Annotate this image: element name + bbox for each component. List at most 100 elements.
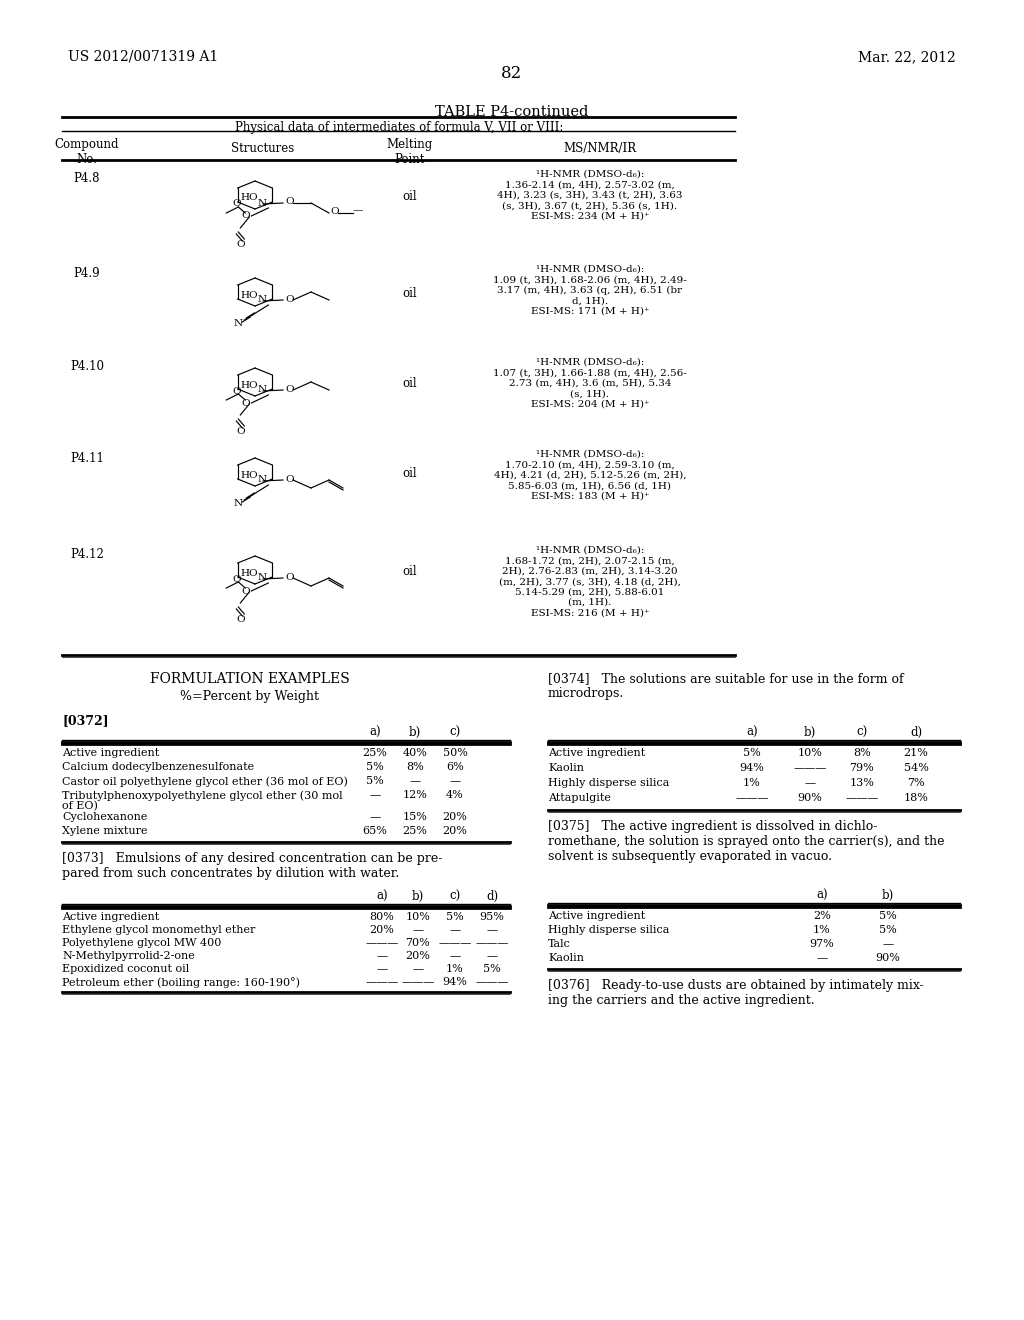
- Text: 95%: 95%: [479, 912, 505, 921]
- Text: 18%: 18%: [903, 793, 929, 803]
- Text: a): a): [370, 726, 381, 739]
- Text: oil: oil: [402, 565, 418, 578]
- Text: 1%: 1%: [446, 964, 464, 974]
- Text: 20%: 20%: [442, 812, 467, 822]
- Text: 21%: 21%: [903, 748, 929, 758]
- Text: Petroleum ether (boiling range: 160-190°): Petroleum ether (boiling range: 160-190°…: [62, 977, 300, 987]
- Text: [0375]   The active ingredient is dissolved in dichlo-
romethane, the solution i: [0375] The active ingredient is dissolve…: [548, 820, 944, 863]
- Text: 94%: 94%: [739, 763, 765, 774]
- Text: 25%: 25%: [362, 748, 387, 758]
- Text: 2%: 2%: [813, 911, 830, 921]
- Text: Structures: Structures: [231, 143, 295, 154]
- Text: Active ingredient: Active ingredient: [548, 911, 645, 921]
- Text: O: O: [232, 199, 241, 209]
- Text: O: O: [285, 198, 294, 206]
- Text: —: —: [413, 964, 424, 974]
- Text: —: —: [370, 812, 381, 822]
- Text: 1%: 1%: [813, 925, 830, 935]
- Text: HO: HO: [241, 470, 258, 479]
- Text: 15%: 15%: [402, 812, 427, 822]
- Text: ———: ———: [475, 939, 509, 948]
- Text: O: O: [330, 207, 339, 216]
- Text: 20%: 20%: [442, 826, 467, 836]
- Text: Polyethylene glycol MW 400: Polyethylene glycol MW 400: [62, 939, 221, 948]
- Text: Highly disperse silica: Highly disperse silica: [548, 777, 670, 788]
- Text: Active ingredient: Active ingredient: [62, 748, 160, 758]
- Text: 10%: 10%: [798, 748, 822, 758]
- Text: ———: ———: [475, 977, 509, 987]
- Text: %=Percent by Weight: %=Percent by Weight: [180, 690, 319, 704]
- Text: b): b): [882, 888, 894, 902]
- Text: HO: HO: [241, 194, 258, 202]
- Text: O: O: [285, 384, 294, 393]
- Text: ———: ———: [438, 939, 472, 948]
- Text: HO: HO: [241, 380, 258, 389]
- Text: Calcium dodecylbenzenesulfonate: Calcium dodecylbenzenesulfonate: [62, 762, 254, 772]
- Text: O: O: [236, 240, 245, 249]
- Text: ———: ———: [794, 763, 826, 774]
- Text: [0372]: [0372]: [62, 714, 109, 727]
- Text: N: N: [258, 385, 267, 395]
- Text: —: —: [353, 206, 364, 215]
- Text: —: —: [413, 925, 424, 935]
- Text: b): b): [804, 726, 816, 739]
- Text: 1%: 1%: [743, 777, 761, 788]
- Text: c): c): [450, 726, 461, 739]
- Text: O: O: [236, 426, 245, 436]
- Text: 90%: 90%: [876, 953, 900, 964]
- Text: ¹H-NMR (DMSO-d₆):
1.07 (t, 3H), 1.66-1.88 (m, 4H), 2.56-
2.73 (m, 4H), 3.6 (m, 5: ¹H-NMR (DMSO-d₆): 1.07 (t, 3H), 1.66-1.8…: [494, 358, 687, 409]
- Text: a): a): [746, 726, 758, 739]
- Text: [0373]   Emulsions of any desired concentration can be pre-
pared from such conc: [0373] Emulsions of any desired concentr…: [62, 851, 442, 880]
- Text: O: O: [232, 574, 241, 583]
- Text: 5%: 5%: [483, 964, 501, 974]
- Text: P4.9: P4.9: [74, 267, 100, 280]
- Text: ¹H-NMR (DMSO-d₆):
1.09 (t, 3H), 1.68-2.06 (m, 4H), 2.49-
3.17 (m, 4H), 3.63 (q, : ¹H-NMR (DMSO-d₆): 1.09 (t, 3H), 1.68-2.0…: [494, 265, 687, 315]
- Text: —: —: [377, 950, 387, 961]
- Text: 79%: 79%: [850, 763, 874, 774]
- Text: Physical data of intermediates of formula V, VII or VIII:: Physical data of intermediates of formul…: [234, 121, 563, 135]
- Text: —: —: [410, 776, 421, 785]
- Text: Active ingredient: Active ingredient: [548, 748, 645, 758]
- Text: 5%: 5%: [743, 748, 761, 758]
- Text: [0374]   The solutions are suitable for use in the form of
microdrops.: [0374] The solutions are suitable for us…: [548, 672, 903, 700]
- Text: —: —: [377, 964, 387, 974]
- Text: N: N: [258, 573, 267, 582]
- Text: Ethylene glycol monomethyl ether: Ethylene glycol monomethyl ether: [62, 925, 255, 935]
- Text: —: —: [450, 950, 461, 961]
- Text: Xylene mixture: Xylene mixture: [62, 826, 147, 836]
- Text: 4%: 4%: [446, 789, 464, 800]
- Text: —: —: [450, 925, 461, 935]
- Text: 8%: 8%: [407, 762, 424, 772]
- Text: 12%: 12%: [402, 789, 427, 800]
- Text: ¹H-NMR (DMSO-d₆):
1.36-2.14 (m, 4H), 2.57-3.02 (m,
4H), 3.23 (s, 3H), 3.43 (t, 2: ¹H-NMR (DMSO-d₆): 1.36-2.14 (m, 4H), 2.5…: [498, 170, 683, 220]
- Text: Castor oil polyethylene glycol ether (36 mol of EO): Castor oil polyethylene glycol ether (36…: [62, 776, 348, 787]
- Text: Active ingredient: Active ingredient: [62, 912, 160, 921]
- Text: —: —: [486, 925, 498, 935]
- Text: oil: oil: [402, 190, 418, 203]
- Text: 10%: 10%: [406, 912, 430, 921]
- Text: TABLE P4-continued: TABLE P4-continued: [435, 106, 589, 119]
- Text: 54%: 54%: [903, 763, 929, 774]
- Text: 8%: 8%: [853, 748, 870, 758]
- Text: 13%: 13%: [850, 777, 874, 788]
- Text: 97%: 97%: [810, 939, 835, 949]
- Text: Compound
No.: Compound No.: [54, 139, 119, 166]
- Text: 65%: 65%: [362, 826, 387, 836]
- Text: 80%: 80%: [370, 912, 394, 921]
- Text: 20%: 20%: [406, 950, 430, 961]
- Text: Kaolin: Kaolin: [548, 763, 584, 774]
- Text: P4.12: P4.12: [70, 548, 104, 561]
- Text: —: —: [370, 789, 381, 800]
- Text: Attapulgite: Attapulgite: [548, 793, 611, 803]
- Text: N: N: [258, 475, 267, 484]
- Text: O: O: [285, 294, 294, 304]
- Text: 7%: 7%: [907, 777, 925, 788]
- Text: ¹H-NMR (DMSO-d₆):
1.68-1.72 (m, 2H), 2.07-2.15 (m,
2H), 2.76-2.83 (m, 2H), 3.14-: ¹H-NMR (DMSO-d₆): 1.68-1.72 (m, 2H), 2.0…: [499, 546, 681, 618]
- Text: Epoxidized coconut oil: Epoxidized coconut oil: [62, 964, 189, 974]
- Text: b): b): [412, 890, 424, 903]
- Text: FORMULATION EXAMPLES: FORMULATION EXAMPLES: [151, 672, 350, 686]
- Text: MS/NMR/IR: MS/NMR/IR: [563, 143, 637, 154]
- Text: Highly disperse silica: Highly disperse silica: [548, 925, 670, 935]
- Text: oil: oil: [402, 378, 418, 389]
- Text: O: O: [242, 211, 250, 220]
